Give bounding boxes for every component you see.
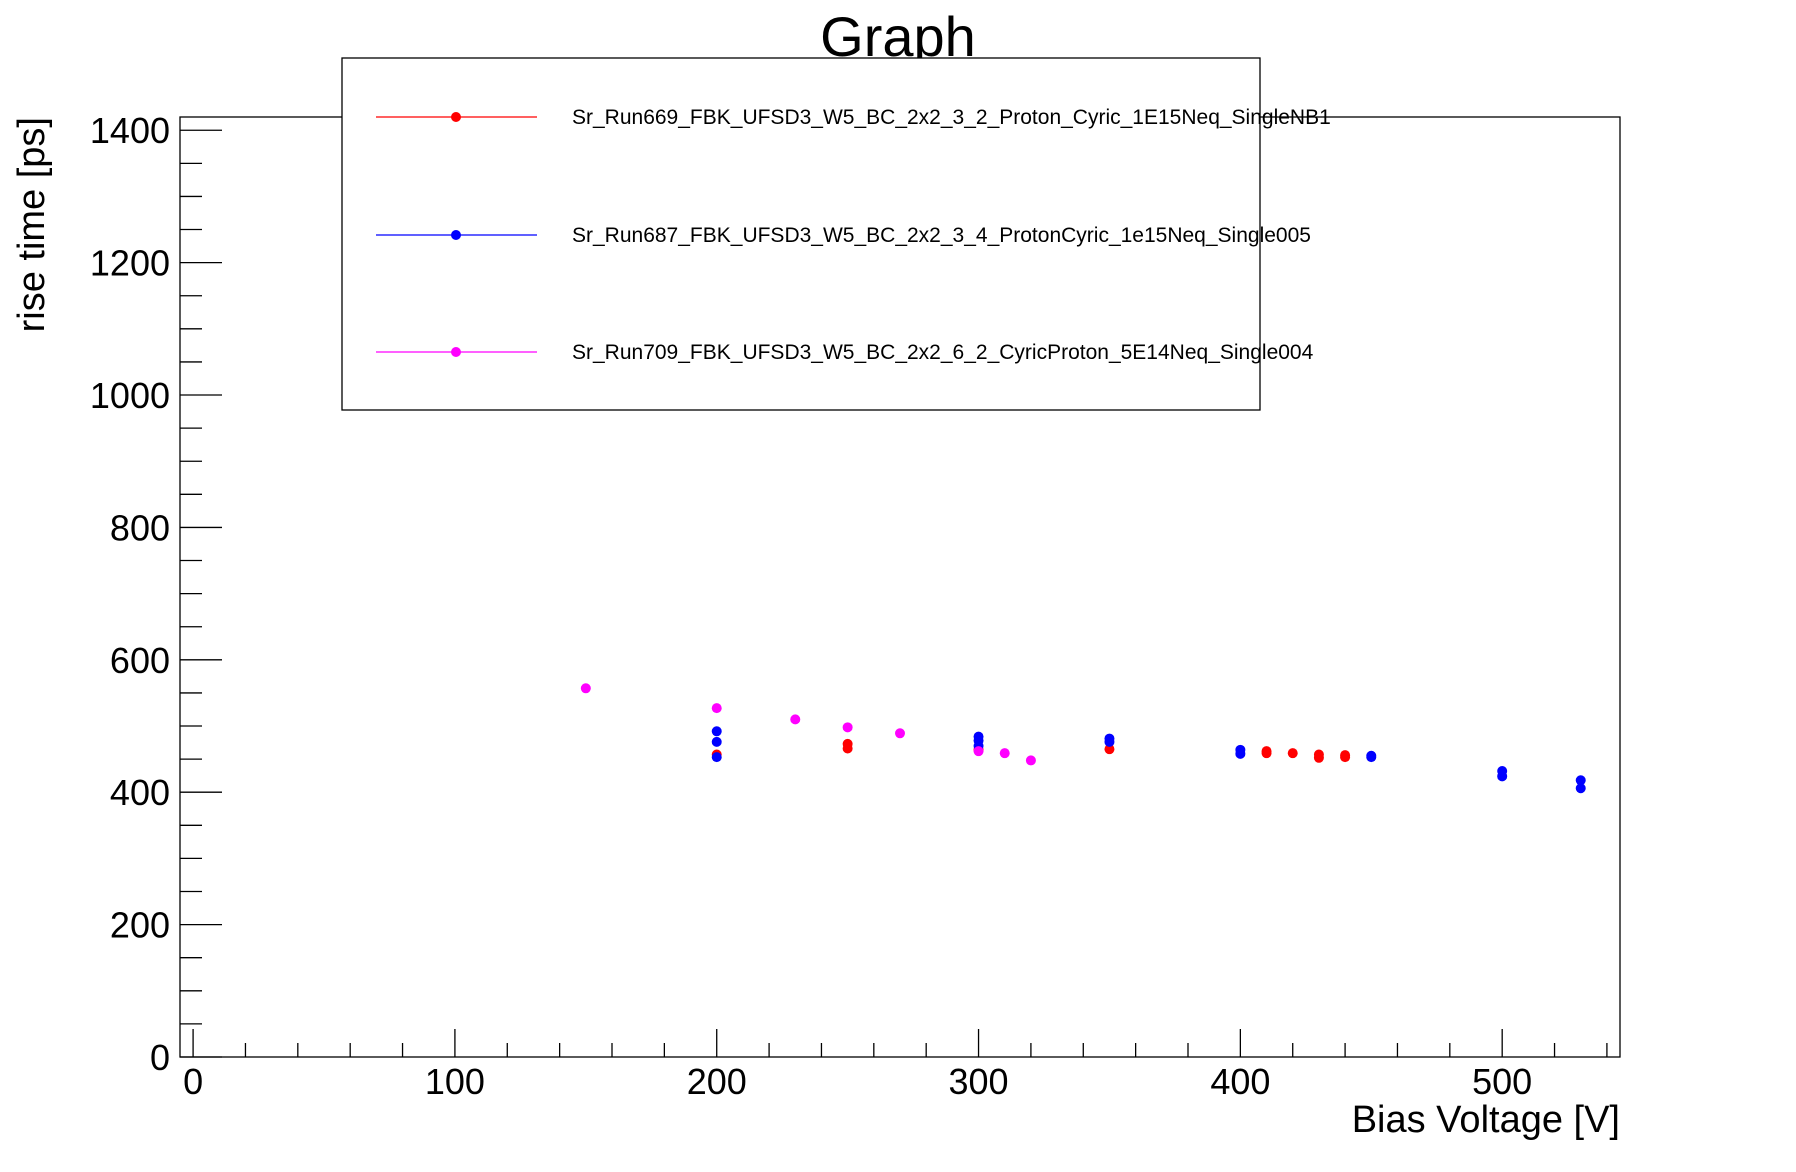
data-point-series-2 [1575,783,1586,794]
y-tick-label: 1200 [90,243,170,284]
y-tick-label: 800 [110,507,170,548]
data-point-series-1 [842,743,853,754]
data-point-series-2 [1235,748,1246,759]
data-point-series-3 [580,683,591,694]
x-tick-label: 0 [183,1061,203,1102]
data-point-series-2 [1497,771,1508,782]
x-tick-label: 400 [1210,1061,1270,1102]
y-tick-label: 1400 [90,110,170,151]
data-point-series-3 [790,714,801,725]
y-tick-label: 200 [110,905,170,946]
data-point-series-2 [1104,736,1115,747]
y-tick-label: 600 [110,640,170,681]
data-point-series-2 [1575,775,1586,786]
x-tick-label: 300 [949,1061,1009,1102]
x-tick-label: 100 [425,1061,485,1102]
data-point-series-1 [1340,752,1351,763]
data-point-series-2 [711,736,722,747]
data-point-series-3 [895,728,905,739]
data-point-series-2 [711,752,722,763]
legend-label: Sr_Run669_FBK_UFSD3_W5_BC_2x2_3_2_Proton… [572,106,1331,129]
legend-marker [451,230,461,240]
data-point-series-1 [1287,748,1298,759]
data-point-series-3 [999,748,1010,759]
x-axis-label: Bias Voltage [V] [1352,1099,1620,1141]
y-axis-label: rise time [ps] [11,117,53,332]
y-tick-label: 400 [110,772,170,813]
data-point-series-3 [973,746,984,757]
legend: Sr_Run669_FBK_UFSD3_W5_BC_2x2_3_2_Proton… [341,57,1331,411]
y-tick-label: 1000 [90,375,170,416]
data-point-series-3 [842,722,853,733]
data-points [580,683,1586,794]
legend-marker [451,112,461,122]
legend-label: Sr_Run687_FBK_UFSD3_W5_BC_2x2_3_4_Proton… [572,224,1311,247]
data-point-series-1 [1313,752,1324,763]
data-point-series-3 [1025,755,1036,766]
x-tick-label: 200 [687,1061,747,1102]
data-point-series-2 [1366,752,1377,763]
data-point-series-3 [711,703,722,714]
y-tick-label: 0 [150,1037,170,1078]
y-axis: 0 200 400 600 800 1000 1200 1400 [90,110,222,1078]
legend-label: Sr_Run709_FBK_UFSD3_W5_BC_2x2_6_2_CyricP… [572,341,1314,364]
data-point-series-1 [1261,748,1272,759]
legend-marker [451,347,461,357]
data-point-series-1 [1104,744,1115,755]
x-axis: 0 100 200 300 400 500 [183,1029,1608,1102]
data-point-series-2 [711,726,722,737]
x-tick-label: 500 [1472,1061,1532,1102]
